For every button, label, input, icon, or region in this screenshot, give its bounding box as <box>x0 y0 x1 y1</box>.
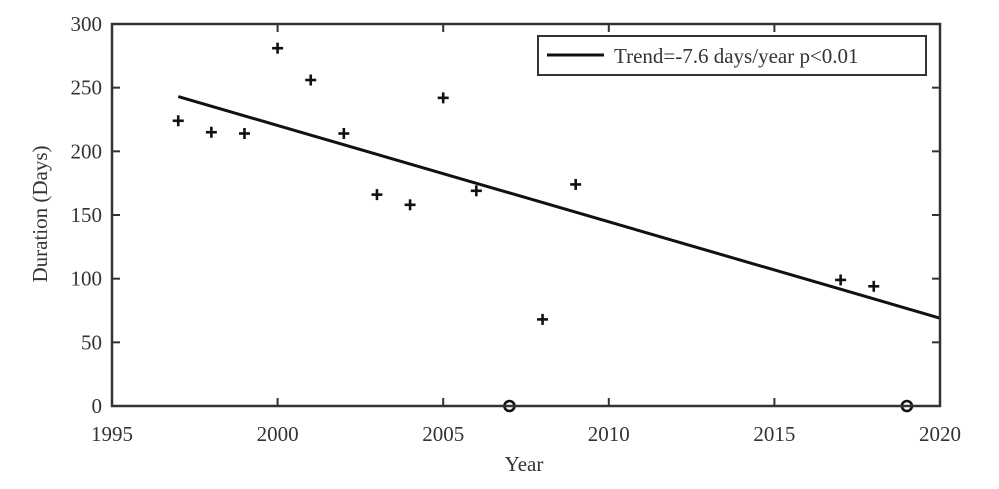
data-point-plus <box>868 280 880 292</box>
data-point-plus <box>404 199 416 211</box>
data-point-plus <box>537 313 549 325</box>
data-point-plus <box>470 185 482 197</box>
y-tick-label: 100 <box>71 267 103 291</box>
data-point-plus <box>437 92 449 104</box>
data-point-plus <box>338 128 350 140</box>
axes: 1995 2000 2005 2010 2015 2020 0 50 100 150 200 250 3… <box>71 12 962 446</box>
data-point-plus <box>371 189 383 201</box>
y-tick-label: 0 <box>92 394 103 418</box>
data-point-plus <box>238 128 250 140</box>
x-tick-label: 2000 <box>257 422 299 446</box>
trend-line <box>177 95 941 320</box>
data-point-plus <box>570 178 582 190</box>
y-tick-label: 50 <box>81 330 102 354</box>
x-tick-label: 2015 <box>753 422 795 446</box>
y-axis-label: Duration (Days) <box>28 145 52 282</box>
y-tick-label: 250 <box>71 76 103 100</box>
data-point-plus <box>205 126 217 138</box>
data-point-plus <box>305 74 317 86</box>
y-tick-label: 200 <box>71 139 103 163</box>
y-tick-label: 300 <box>71 12 103 36</box>
data-point-plus <box>172 115 184 127</box>
legend: Trend=-7.6 days/year p<0.01 <box>537 35 927 76</box>
x-tick-label: 2005 <box>422 422 464 446</box>
legend-trend-label: Trend=-7.6 days/year p<0.01 <box>614 44 859 68</box>
data-point-plus <box>835 274 847 286</box>
plot-frame <box>110 22 942 408</box>
y-tick-label: 150 <box>71 203 103 227</box>
x-tick-label: 1995 <box>91 422 133 446</box>
data-point-plus <box>272 42 284 54</box>
x-tick-label: 2010 <box>588 422 630 446</box>
x-tick-label: 2020 <box>919 422 961 446</box>
x-axis-label: Year <box>505 452 544 476</box>
data-marks <box>172 42 941 413</box>
